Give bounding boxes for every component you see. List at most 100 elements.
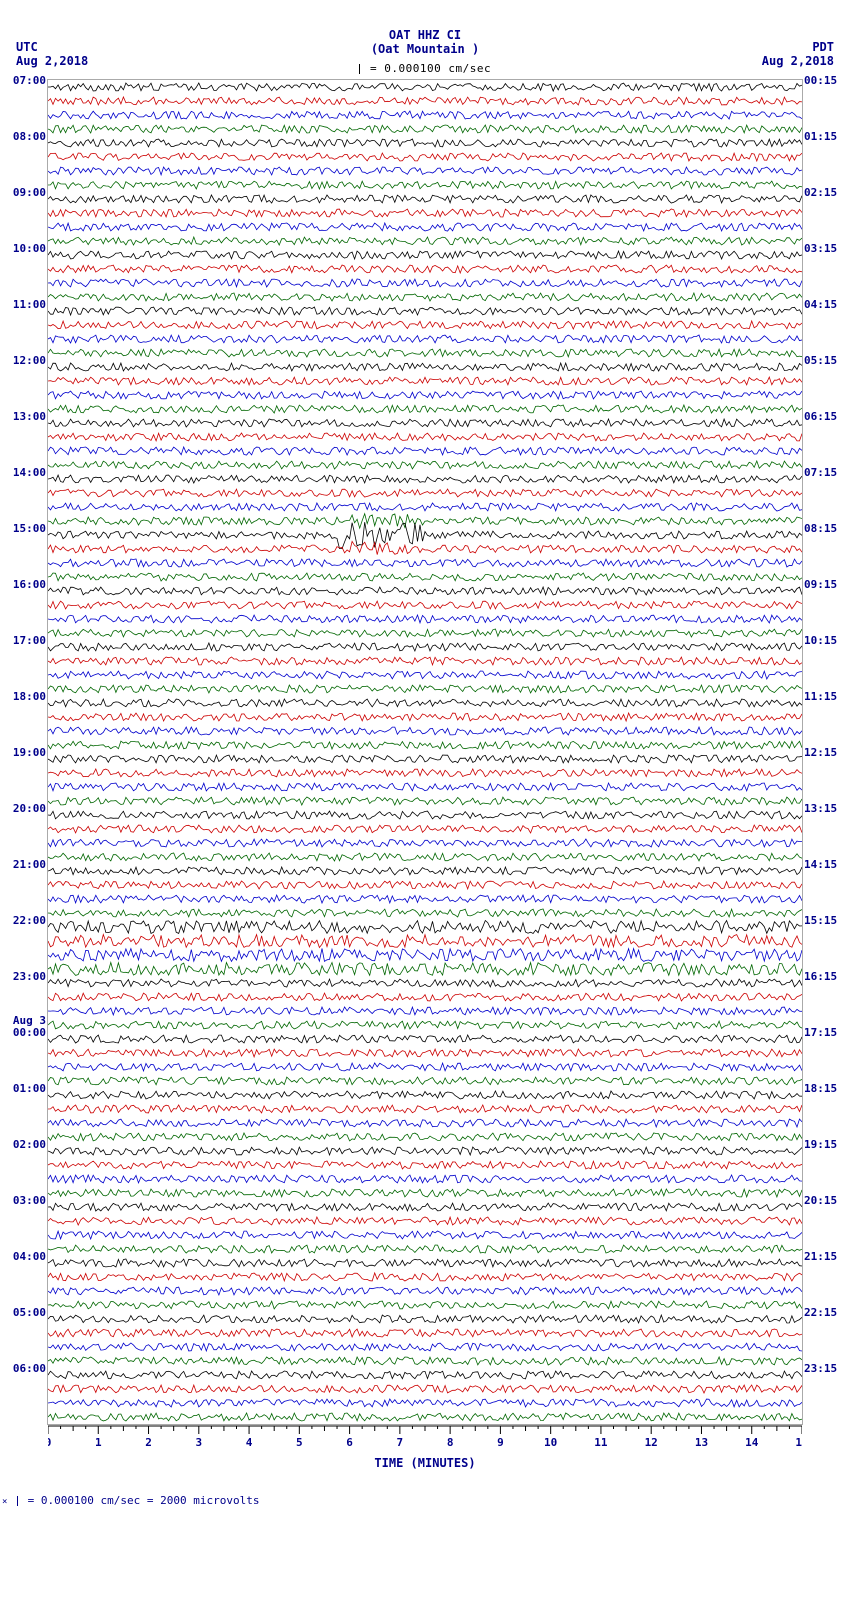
trace-row	[48, 738, 802, 752]
trace-row	[48, 710, 802, 724]
trace-row: 23:0016:15	[48, 976, 802, 990]
trace-row	[48, 906, 802, 920]
right-time-label: 14:15	[804, 858, 850, 871]
trace-row	[48, 570, 802, 584]
right-time-label: 08:15	[804, 522, 850, 535]
svg-text:14: 14	[745, 1436, 759, 1449]
header-scale: = 0.000100 cm/sec	[0, 62, 850, 75]
left-time-label: 15:00	[0, 522, 46, 535]
header: UTC Aug 2,2018 OAT HHZ CI (Oat Mountain …	[0, 0, 850, 80]
trace-row: 05:0022:15	[48, 1312, 802, 1326]
trace-row	[48, 1382, 802, 1396]
right-time-label: 10:15	[804, 634, 850, 647]
svg-text:13: 13	[695, 1436, 708, 1449]
trace-row: 07:0000:15	[48, 80, 802, 94]
left-time-label: 18:00	[0, 690, 46, 703]
trace-row	[48, 990, 802, 1004]
trace-row	[48, 374, 802, 388]
left-time-label: 01:00	[0, 1082, 46, 1095]
left-time-label: 10:00	[0, 242, 46, 255]
trace-row	[48, 458, 802, 472]
trace-row: 16:0009:15	[48, 584, 802, 598]
right-time-label: 22:15	[804, 1306, 850, 1319]
left-time-label: 00:00	[0, 1026, 46, 1039]
trace-row: 13:0006:15	[48, 416, 802, 430]
trace-row	[48, 1060, 802, 1074]
trace-row: 17:0010:15	[48, 640, 802, 654]
trace-row: 04:0021:15	[48, 1256, 802, 1270]
trace-row	[48, 332, 802, 346]
left-time-label: 19:00	[0, 746, 46, 759]
trace-row	[48, 500, 802, 514]
station-name: (Oat Mountain )	[0, 42, 850, 56]
trace-row	[48, 122, 802, 136]
svg-text:0: 0	[48, 1436, 51, 1449]
footer-scale-text: = 0.000100 cm/sec = 2000 microvolts	[28, 1494, 260, 1507]
left-time-label: 21:00	[0, 858, 46, 871]
left-time-label: 17:00	[0, 634, 46, 647]
trace-row	[48, 1172, 802, 1186]
right-time-label: 16:15	[804, 970, 850, 983]
trace-row	[48, 626, 802, 640]
trace-row	[48, 1046, 802, 1060]
trace-row	[48, 1004, 802, 1018]
trace-row	[48, 234, 802, 248]
trace-row	[48, 556, 802, 570]
right-time-label: 12:15	[804, 746, 850, 759]
trace-row	[48, 766, 802, 780]
footer-scale-bar-icon	[17, 1496, 18, 1506]
left-time-label: 03:00	[0, 1194, 46, 1207]
trace-row: 22:0015:15	[48, 920, 802, 934]
left-time-label: 04:00	[0, 1250, 46, 1263]
trace-row	[48, 1214, 802, 1228]
right-time-label: 04:15	[804, 298, 850, 311]
trace-row	[48, 1130, 802, 1144]
left-time-label: 23:00	[0, 970, 46, 983]
svg-text:5: 5	[296, 1436, 303, 1449]
trace-row: 08:0001:15	[48, 136, 802, 150]
trace-row: 06:0023:15	[48, 1368, 802, 1382]
x-axis: 0123456789101112131415 TIME (MINUTES)	[48, 1424, 802, 1464]
left-time-label: 12:00	[0, 354, 46, 367]
right-time-label: 13:15	[804, 802, 850, 815]
scale-bar-icon	[359, 64, 360, 74]
pdt-label: PDT	[762, 40, 834, 54]
right-time-label: 18:15	[804, 1082, 850, 1095]
trace-row	[48, 598, 802, 612]
trace-row	[48, 1228, 802, 1242]
trace-row	[48, 780, 802, 794]
trace-row: 10:0003:15	[48, 248, 802, 262]
right-time-label: 05:15	[804, 354, 850, 367]
helicorder-plot: 07:0000:1508:0001:1509:0002:1510:0003:15…	[48, 80, 802, 1424]
right-time-label: 19:15	[804, 1138, 850, 1151]
trace-row	[48, 150, 802, 164]
trace-row	[48, 612, 802, 626]
x-axis-title: TIME (MINUTES)	[48, 1456, 802, 1470]
svg-text:8: 8	[447, 1436, 454, 1449]
plot-area: 07:0000:1508:0001:1509:0002:1510:0003:15…	[48, 80, 802, 1424]
right-time-label: 15:15	[804, 914, 850, 927]
trace-row	[48, 514, 802, 528]
trace-row	[48, 1158, 802, 1172]
trace-row: 20:0013:15	[48, 808, 802, 822]
trace-row	[48, 430, 802, 444]
svg-text:6: 6	[346, 1436, 353, 1449]
svg-text:10: 10	[544, 1436, 557, 1449]
trace-row	[48, 542, 802, 556]
left-time-label: 07:00	[0, 74, 46, 87]
trace-row	[48, 822, 802, 836]
right-time-label: 02:15	[804, 186, 850, 199]
left-time-label: 16:00	[0, 578, 46, 591]
trace-row	[48, 388, 802, 402]
trace-row: Aug 300:0017:15	[48, 1032, 802, 1046]
trace-row: 01:0018:15	[48, 1088, 802, 1102]
trace-row: 21:0014:15	[48, 864, 802, 878]
trace-row	[48, 1284, 802, 1298]
trace-row	[48, 1410, 802, 1424]
station-code: OAT HHZ CI	[0, 28, 850, 42]
trace-row: 03:0020:15	[48, 1200, 802, 1214]
right-time-label: 03:15	[804, 242, 850, 255]
svg-text:11: 11	[594, 1436, 608, 1449]
right-time-label: 09:15	[804, 578, 850, 591]
trace-row	[48, 1242, 802, 1256]
